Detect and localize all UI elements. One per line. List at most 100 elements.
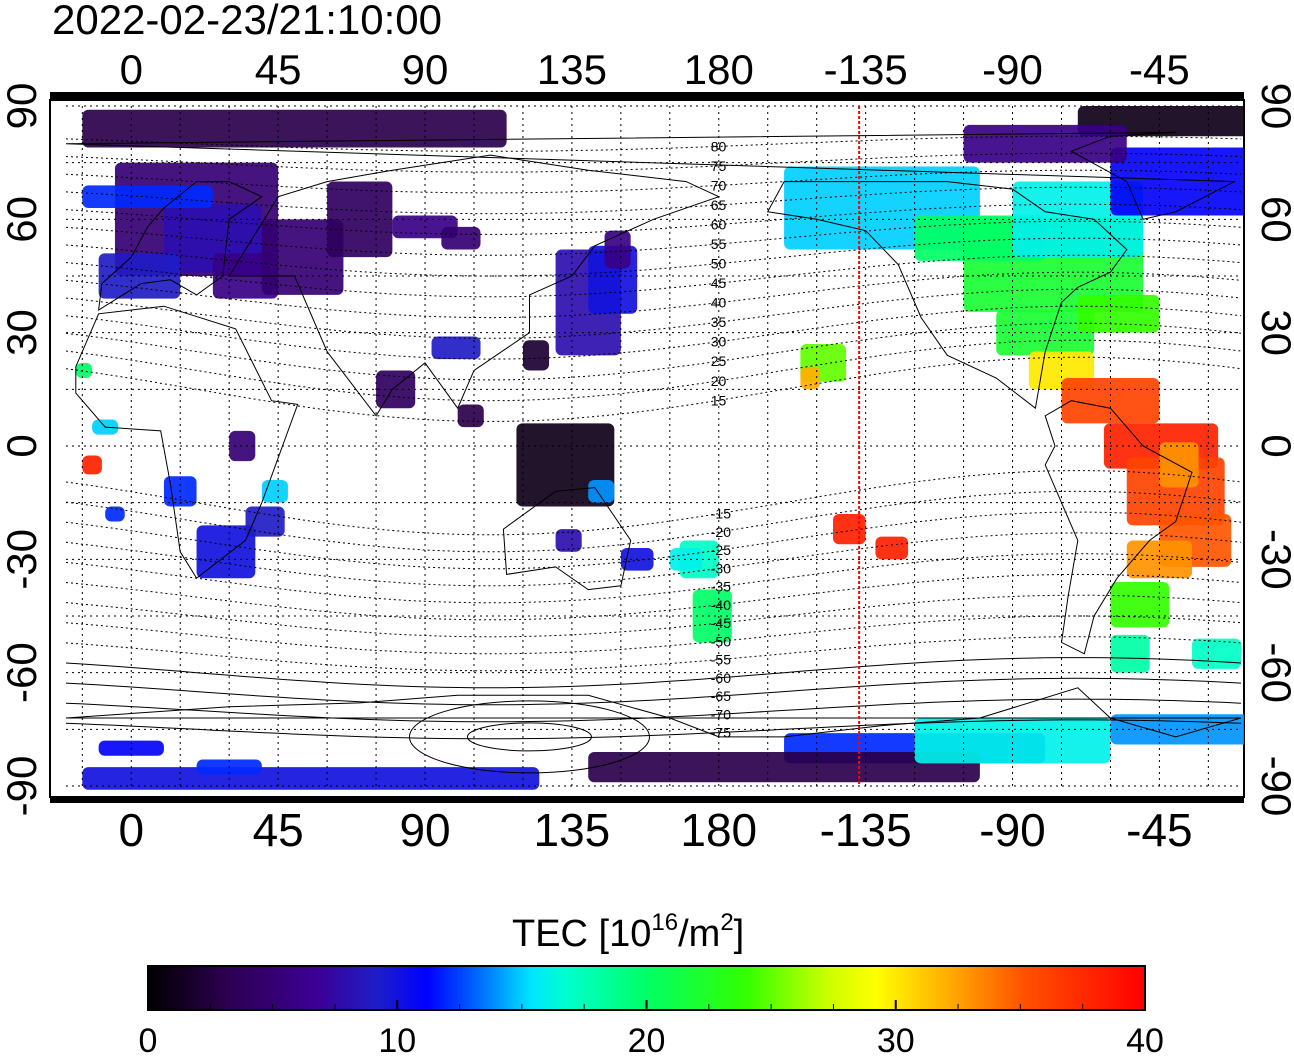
maglat-label: 75 (711, 158, 727, 174)
colorbar-title: TEC [1016/m2] (512, 909, 744, 955)
maglat-contour (65, 594, 1242, 638)
maglat-label: 55 (711, 236, 727, 252)
maglat-contour (65, 135, 1242, 152)
tec-cell (196, 525, 256, 579)
tec-cell (82, 109, 507, 148)
maglat-contour (65, 203, 1242, 235)
maglat-contour (65, 677, 1242, 706)
maglat-contour (65, 305, 1242, 360)
tec-cell (82, 455, 102, 475)
tec-cell (105, 506, 125, 522)
tec-cell (555, 529, 582, 552)
maglat-label: -65 (711, 688, 731, 704)
tec-cell (1110, 634, 1150, 673)
maglat-label: -20 (711, 524, 731, 540)
maglat-contour (65, 169, 1242, 194)
left-lat-tick: -30 (0, 529, 45, 590)
bottom-lon-tick: -90 (979, 804, 1045, 856)
tec-cell (441, 226, 481, 250)
colorbar-tick-label: 10 (378, 1022, 416, 1057)
coastline (65, 131, 1237, 220)
coastline (228, 154, 721, 417)
bottom-lon-tick: 90 (399, 804, 450, 856)
right-lat-tick: 30 (1253, 309, 1294, 356)
tec-cell (963, 124, 1127, 163)
maglat-label: 70 (711, 177, 727, 193)
tec-cell (833, 514, 866, 545)
tec-cell (457, 404, 484, 428)
coastline (766, 181, 1128, 410)
maglat-contour (65, 615, 1242, 655)
colorbar-ticks: 0 10 20 30 40 (139, 1000, 1164, 1057)
right-lat-tick: -60 (1253, 642, 1294, 703)
right-lat-tick: 0 (1253, 434, 1294, 457)
tec-cell (604, 230, 631, 269)
lat-lon-grid (66, 105, 1241, 787)
maglat-contour (65, 322, 1242, 381)
colorbar-tick-label: 0 (139, 1022, 158, 1057)
maglat-contour (65, 339, 1242, 402)
colorbar-tick-label: 30 (877, 1022, 915, 1057)
tec-cell (376, 370, 416, 409)
maglat-contour (65, 288, 1242, 339)
maglat-contour (65, 532, 1242, 587)
top-lon-tick: 0 (120, 46, 143, 93)
bottom-lon-tick: 45 (253, 804, 304, 856)
maglat-label: 15 (711, 392, 727, 408)
tec-cell (522, 340, 550, 371)
right-lat-tick: 60 (1253, 196, 1294, 243)
maglat-contour (65, 698, 1242, 723)
maglat-label: -70 (711, 706, 731, 722)
top-lon-tick: -90 (982, 46, 1043, 93)
timestamp-title: 2022-02-23/21:10:00 (52, 0, 442, 43)
maglat-label: -55 (711, 652, 731, 668)
maglat-label: -45 (711, 615, 731, 631)
left-lat-tick: 30 (0, 309, 45, 356)
maglat-contour (65, 636, 1242, 672)
maglat-contour (65, 254, 1242, 298)
maglat-label: 60 (711, 217, 727, 233)
coastline (75, 305, 299, 579)
axis-tick-labels: 0 0 45 45 90 90 135 135 180 180 -135 -135 -90 -90 -45 -… (0, 46, 1294, 856)
maglat-contour (65, 490, 1242, 553)
maglat-label: -25 (711, 542, 731, 558)
tec-cell (75, 362, 93, 378)
colorbar-tick-label: 20 (628, 1022, 666, 1057)
right-lat-tick: -30 (1253, 529, 1294, 590)
left-lat-tick: 90 (0, 83, 45, 130)
tec-cell (245, 506, 285, 537)
bottom-lon-tick: 0 (118, 804, 144, 856)
left-lat-tick: 60 (0, 196, 45, 243)
right-lat-tick: -90 (1253, 756, 1294, 817)
maglat-label: -40 (711, 597, 731, 613)
maglat-label: -30 (711, 560, 731, 576)
tec-cell (914, 718, 1111, 764)
left-lat-tick: 0 (0, 434, 45, 457)
maglat-contour (65, 719, 1242, 740)
right-lat-tick: 90 (1253, 83, 1294, 130)
tec-cell (431, 336, 481, 360)
top-lon-tick: 90 (402, 46, 449, 93)
maglat-contour (65, 553, 1242, 604)
coastline (502, 487, 632, 591)
top-lon-tick: 45 (255, 46, 302, 93)
tec-cell (1126, 457, 1225, 526)
left-lat-tick: -90 (0, 756, 45, 817)
tec-cell (1192, 638, 1241, 669)
bottom-lon-tick: 180 (680, 804, 757, 856)
maglat-label: -50 (711, 633, 731, 649)
top-lon-tick: 135 (537, 46, 607, 93)
maglat-label: 35 (711, 314, 727, 330)
tec-cell (692, 589, 732, 643)
maglat-contour (65, 356, 1242, 422)
maglat-label: 65 (711, 197, 727, 213)
maglat-label: 50 (711, 256, 727, 272)
maglat-contour (65, 220, 1242, 256)
maglat-pole-contour (466, 722, 592, 752)
colorbar: TEC [1016/m2] 0 10 20 30 40 (139, 909, 1164, 1057)
maglat-contour (65, 237, 1242, 277)
tec-cell (588, 480, 615, 503)
tec-cell (1077, 294, 1160, 333)
maglat-label: 30 (711, 334, 727, 350)
